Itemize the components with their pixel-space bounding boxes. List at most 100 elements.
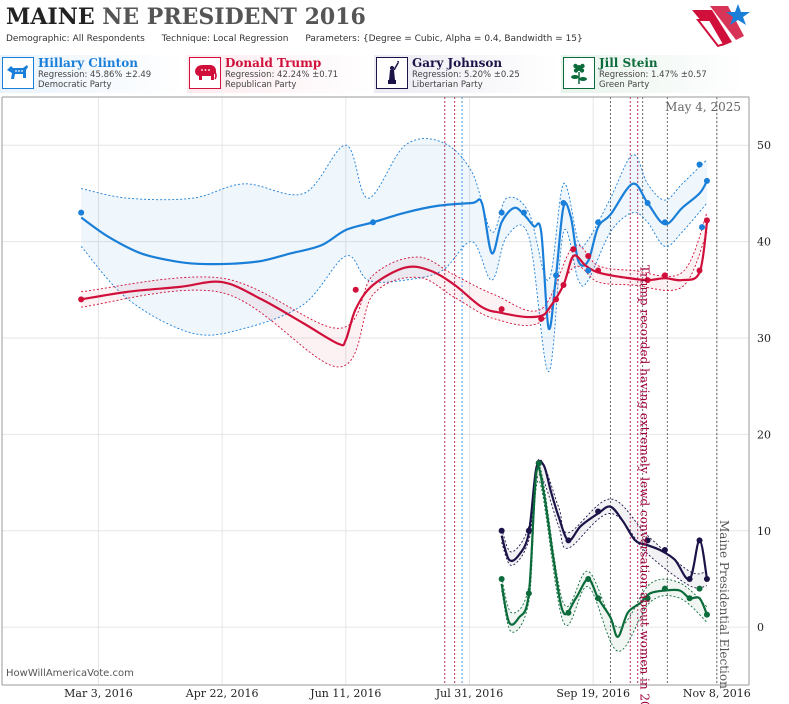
chart-title: MAINE NE PRESIDENT 2016 <box>6 4 366 30</box>
date-label: May 4, 2025 <box>665 100 741 114</box>
poll-point <box>570 246 577 253</box>
poll-point <box>370 219 377 226</box>
legend-item-trump: Donald Trump Regression: 42.24% ±0.71 Re… <box>187 55 372 93</box>
site-credit: HowWillAmericaVote.com <box>6 668 134 679</box>
poll-point <box>78 296 85 303</box>
x-tick-label: Nov 8, 2016 <box>683 687 751 700</box>
legend-item-clinton: Hillary Clinton Regression: 45.86% ±2.49… <box>0 55 185 93</box>
event-annotation: Trump recorded having extremely lewd con… <box>638 265 652 704</box>
poll-point <box>661 585 668 592</box>
confidence-band <box>501 465 707 652</box>
trend-line <box>500 465 709 638</box>
upper-bound-line <box>81 138 708 281</box>
site-logo-icon <box>692 4 750 48</box>
candidate-party: Libertarian Party <box>412 80 483 90</box>
poll-point <box>595 508 602 515</box>
poll-points <box>78 161 710 618</box>
parameter-line: Demographic: All Respondents Technique: Lo… <box>6 34 597 44</box>
y-tick-label: 10 <box>757 525 771 538</box>
poll-point <box>525 527 532 534</box>
poll-point <box>78 209 85 216</box>
y-tick-label: 50 <box>757 139 771 152</box>
poll-point <box>585 575 592 582</box>
candidate-regression: Regression: 45.86% ±2.49 <box>38 70 152 80</box>
poll-point <box>644 277 651 284</box>
candidate-party: Democratic Party <box>38 80 112 90</box>
poll-point <box>595 595 602 602</box>
poll-point <box>560 281 567 288</box>
candidate-name: Hillary Clinton <box>38 56 138 70</box>
lower-bound-line <box>81 231 708 368</box>
parameters-label: Parameters: <box>305 34 360 44</box>
x-tick-label: Sep 19, 2016 <box>556 687 630 700</box>
liberty-icon <box>376 57 408 89</box>
election-annotation: Maine Presidential Election <box>717 520 731 689</box>
poll-point <box>498 306 505 313</box>
poll-point <box>498 209 505 216</box>
upper-bound-line <box>501 464 708 628</box>
upper-bound-line <box>81 212 708 329</box>
demographic-value: All Respondents <box>72 34 145 44</box>
candidate-name: Gary Johnson <box>412 56 503 70</box>
poll-point <box>565 609 572 616</box>
y-tick-label: 40 <box>757 236 771 249</box>
poll-point <box>553 272 560 279</box>
poll-point <box>686 595 693 602</box>
lower-bound-line <box>80 202 708 373</box>
flower-icon <box>563 57 595 89</box>
axes: 0 10 20 30 40 50 Mar 3, 2016 Apr 22, 2016 Jun 11… <box>1 96 771 700</box>
x-tick-label: Jul 31, 2016 <box>435 687 504 700</box>
poll-point <box>520 209 527 216</box>
parameters-value: {Degree = Cubic, Alpha = 0.4, Bandwidth … <box>362 34 583 44</box>
technique-value: Local Regression <box>213 34 289 44</box>
poll-point <box>553 296 560 303</box>
poll-point <box>525 590 532 597</box>
poll-point <box>585 253 592 260</box>
poll-point <box>703 611 710 618</box>
candidate-name: Jill Stein <box>599 56 658 70</box>
poll-point <box>703 217 710 224</box>
poll-point <box>585 267 592 274</box>
poll-point <box>565 537 572 544</box>
y-tick-label: 0 <box>757 621 764 634</box>
poll-point <box>498 575 505 582</box>
chart-text: May 4, 2025 Trump recorded having extreme… <box>638 100 741 704</box>
confidence-band <box>81 138 707 372</box>
candidate-regression: Regression: 42.24% ±0.71 <box>225 70 339 80</box>
lower-bound-line <box>501 474 708 589</box>
poll-point <box>661 272 668 279</box>
poll-point <box>696 537 703 544</box>
y-tick-label: 20 <box>757 428 771 441</box>
poll-chart: 0 10 20 30 40 50 Mar 3, 2016 Apr 22, 2016 Jun 11… <box>1 96 771 704</box>
y-tick-label: 30 <box>757 332 771 345</box>
candidate-party: Republican Party <box>225 80 297 90</box>
poll-point <box>661 219 668 226</box>
poll-point <box>498 527 505 534</box>
poll-point <box>686 575 693 582</box>
technique-label: Technique: <box>161 34 211 44</box>
candidate-regression: Regression: 5.20% ±0.25 <box>412 70 520 80</box>
candidate-regression: Regression: 1.47% ±0.57 <box>599 70 707 80</box>
poll-point <box>699 224 706 231</box>
poll-point <box>595 219 602 226</box>
confidence-bands <box>80 138 708 652</box>
x-tick-label: Mar 3, 2016 <box>64 687 133 700</box>
candidate-party: Green Party <box>599 80 650 90</box>
poll-point <box>535 460 542 467</box>
poll-point <box>644 537 651 544</box>
poll-point <box>703 177 710 184</box>
poll-point <box>595 267 602 274</box>
poll-point <box>538 315 545 322</box>
x-tick-label: Apr 22, 2016 <box>185 687 259 700</box>
elephant-icon <box>189 57 221 89</box>
poll-point <box>644 200 651 207</box>
legend-item-johnson: Gary Johnson Regression: 5.20% ±0.25 Lib… <box>374 55 559 93</box>
poll-point <box>696 585 703 592</box>
legend-item-stein: Jill Stein Regression: 1.47% ±0.57 Green… <box>561 55 746 93</box>
candidate-name: Donald Trump <box>225 56 322 70</box>
candidate-legend: Hillary Clinton Regression: 45.86% ±2.49… <box>0 55 789 93</box>
poll-point <box>560 200 567 207</box>
poll-point <box>352 286 359 293</box>
x-tick-label: Jun 11, 2016 <box>309 687 381 700</box>
poll-point <box>696 267 703 274</box>
